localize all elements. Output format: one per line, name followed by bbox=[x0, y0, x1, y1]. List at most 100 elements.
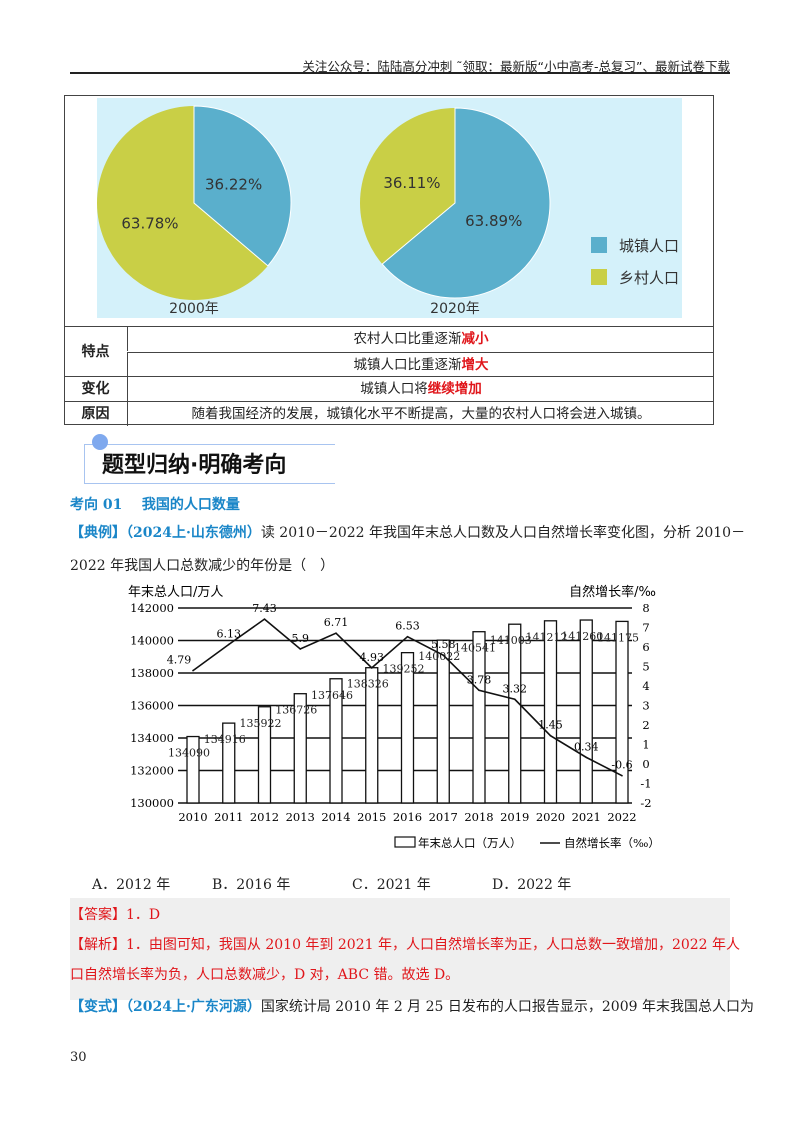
bar-2019 bbox=[508, 623, 522, 804]
line-value-label: 4.79 bbox=[167, 654, 192, 667]
line-value-label: 3.32 bbox=[503, 682, 528, 695]
x-tick-label: 2014 bbox=[321, 810, 350, 824]
right-tick-label: -2 bbox=[640, 796, 651, 810]
right-tick-label: 4 bbox=[642, 679, 649, 693]
right-tick-label: 0 bbox=[642, 757, 649, 771]
cell-emphasis: 增大 bbox=[461, 357, 489, 373]
x-tick-label: 2018 bbox=[464, 810, 493, 824]
right-tick-label: 7 bbox=[642, 621, 649, 635]
x-tick-label: 2012 bbox=[250, 810, 279, 824]
line-point bbox=[192, 669, 194, 672]
left-tick-label: 132000 bbox=[130, 764, 174, 778]
line-value-label: 6.53 bbox=[395, 620, 420, 633]
table-row: 特点 农村人口比重逐渐减小 城镇人口比重逐渐增大 bbox=[64, 326, 714, 377]
line-value-label: 5.58 bbox=[431, 638, 456, 651]
pie-0: 36.22% 63.78% 2000年 bbox=[97, 105, 292, 317]
pie-slice-urban bbox=[193, 105, 292, 267]
table-row: 原因 随着我国经济的发展，城镇化水平不断提高，大量的农村人口将会进入城镇。 bbox=[64, 401, 714, 426]
summary-table bbox=[64, 95, 714, 425]
left-tick-label: 138000 bbox=[130, 666, 174, 680]
bar-value-label: 138326 bbox=[347, 678, 389, 691]
line-value-label: 6.13 bbox=[217, 627, 242, 640]
line-value-label: -0.6 bbox=[611, 759, 632, 772]
x-tick-label: 2015 bbox=[357, 810, 386, 824]
right-tick-label: -1 bbox=[640, 777, 651, 791]
legend-swatch bbox=[591, 237, 607, 253]
cell-text: 随着我国经济的发展，城镇化水平不断提高，大量的农村人口将会进入城镇。 bbox=[191, 406, 651, 422]
variant-source: （2024上·广东河源） bbox=[126, 999, 261, 1015]
banner-frame bbox=[84, 444, 335, 484]
analysis-line-1: 【解析】1．由图可知，我国从 2010 年到 2021 年，人口自然增长率为正，… bbox=[70, 937, 741, 953]
row-cell: 城镇人口比重逐渐增大 bbox=[127, 352, 714, 377]
rural-label: 63.78% bbox=[121, 214, 178, 232]
bar-value-label: 134916 bbox=[204, 733, 246, 746]
x-tick-label: 2010 bbox=[178, 810, 207, 824]
pie-year-label: 2000年 bbox=[169, 301, 219, 317]
rural-label: 36.11% bbox=[383, 174, 440, 192]
variant-text: 国家统计局 2010 年 2 月 25 日发布的人口报告显示，2009 年末我国… bbox=[260, 999, 754, 1015]
right-tick-label: 5 bbox=[642, 660, 649, 674]
legend-label: 城镇人口 bbox=[619, 237, 679, 255]
row-header: 原因 bbox=[81, 406, 110, 422]
legend-label: 乡村人口 bbox=[619, 269, 679, 287]
table-row: 变化 城镇人口将继续增加 bbox=[64, 376, 714, 401]
section-heading: 考向 01 我国的人口数量 bbox=[70, 494, 240, 514]
line-value-label: 3.78 bbox=[467, 673, 492, 686]
row-cell: 随着我国经济的发展，城镇化水平不断提高，大量的农村人口将会进入城镇。 bbox=[127, 402, 714, 426]
line-value-label: 4.93 bbox=[360, 651, 385, 664]
pie-charts: 36.22% 63.78% 2000年 63.89% 36.11% 2020年 城镇人口乡村… bbox=[97, 105, 679, 317]
row-cell: 城镇人口将继续增加 bbox=[127, 377, 714, 401]
x-tick-label: 2022 bbox=[607, 810, 636, 824]
answer-line: 【答案】1．D bbox=[70, 907, 161, 923]
line-point bbox=[370, 667, 373, 669]
line-point bbox=[621, 774, 623, 777]
bar-value-label: 141212 bbox=[526, 631, 568, 644]
line-value-label: 0.34 bbox=[574, 740, 599, 753]
left-tick-label: 130000 bbox=[130, 796, 174, 810]
bar-2018 bbox=[472, 631, 486, 804]
line-point bbox=[263, 618, 266, 620]
left-axis-title: 年末总人口/万人 bbox=[128, 585, 223, 600]
line-point bbox=[299, 648, 302, 650]
option-d: D．2022 年 bbox=[492, 877, 572, 893]
header-divider bbox=[70, 72, 730, 74]
right-tick-label: 6 bbox=[642, 640, 649, 654]
option-a: A．2012 年 bbox=[92, 877, 171, 893]
right-tick-label: 2 bbox=[642, 718, 649, 732]
bar-value-label: 136726 bbox=[275, 704, 317, 717]
example-text: 读 2010－2022 年我国年末总人口数及人口自然增长率变化图，分析 2010… bbox=[260, 525, 746, 541]
row-cell: 农村人口比重逐渐减小 bbox=[127, 327, 714, 351]
cell-emphasis: 减小 bbox=[461, 331, 489, 347]
right-tick-label: 8 bbox=[642, 601, 649, 615]
bar-2020 bbox=[543, 620, 558, 804]
bar-2016 bbox=[400, 652, 415, 804]
cell-text: 农村人口比重逐渐 bbox=[353, 331, 462, 347]
variant-line: 【变式】（2024上·广东河源）国家统计局 2010 年 2 月 25 日发布的… bbox=[70, 996, 754, 1016]
left-tick-label: 134000 bbox=[130, 731, 174, 745]
line-value-label: 1.45 bbox=[538, 719, 563, 732]
pie-slice-urban bbox=[381, 107, 551, 299]
bar-2012 bbox=[257, 706, 272, 804]
bar-2021 bbox=[579, 619, 593, 804]
urban-label: 63.89% bbox=[465, 212, 522, 230]
banner-title: 题型归纳·明确考向 bbox=[102, 453, 287, 478]
legend-swatch bbox=[591, 269, 607, 285]
example-line-2: 2022 年我国人口总数减少的年份是（ ） bbox=[70, 558, 335, 574]
page-header: 关注公众号：陆陆高分冲刺 ˜领取：最新版“小中高考-总复习”、最新试卷下载 bbox=[302, 59, 730, 74]
line-point bbox=[442, 654, 445, 656]
bar-value-label: 141175 bbox=[597, 631, 639, 644]
line-point bbox=[227, 643, 230, 646]
x-tick-label: 2011 bbox=[214, 810, 243, 824]
row-header: 特点 bbox=[81, 344, 110, 360]
cell-text: 城镇人口将 bbox=[360, 381, 428, 397]
line-value-label: 6.71 bbox=[324, 616, 349, 629]
example-tag: 【典例】 bbox=[70, 525, 126, 541]
legend-bar-swatch bbox=[394, 836, 416, 848]
section-label: 考向 01 bbox=[70, 497, 123, 513]
page-number: 30 bbox=[70, 1050, 87, 1065]
section-title: 我国的人口数量 bbox=[141, 497, 240, 513]
bar-value-label: 134090 bbox=[168, 747, 210, 760]
x-tick-label: 2020 bbox=[536, 810, 565, 824]
row-header: 变化 bbox=[81, 381, 110, 397]
example-line-1: 【典例】（2024上·山东德州）读 2010－2022 年我国年末总人口数及人口… bbox=[70, 522, 745, 542]
